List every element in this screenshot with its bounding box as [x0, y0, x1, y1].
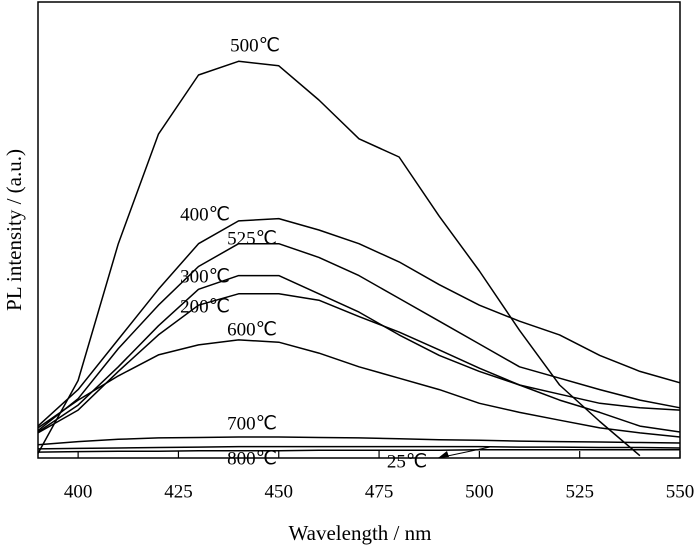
series-line	[37, 445, 681, 450]
x-axis-label: Wavelength / nm	[289, 521, 432, 545]
series-label: 400℃	[180, 204, 230, 225]
series-label: 525℃	[227, 228, 277, 249]
arrow-head	[438, 451, 449, 458]
x-tick-label: 500	[465, 481, 494, 502]
series-label: 500℃	[230, 35, 280, 56]
series-line	[37, 449, 680, 453]
series-label: 600℃	[227, 319, 277, 340]
series-line	[37, 274, 681, 433]
series-line	[37, 436, 681, 446]
y-axis-label: PL intensity / (a.u.)	[2, 149, 26, 311]
series-line	[37, 339, 681, 438]
series-label: 25℃	[387, 451, 427, 472]
series-line	[37, 242, 681, 432]
series-label: 700℃	[227, 413, 277, 434]
x-tick-label: 400	[64, 481, 93, 502]
series-label: 300℃	[180, 266, 230, 287]
series-label: 800℃	[227, 448, 277, 469]
series-line	[37, 60, 641, 457]
x-tick-label: 475	[365, 481, 394, 502]
series-line	[37, 293, 681, 434]
x-tick-label: 525	[565, 481, 594, 502]
x-tick-label: 450	[265, 481, 294, 502]
x-tick-label: 425	[164, 481, 193, 502]
series-label: 200℃	[180, 296, 230, 317]
x-tick-label: 550	[666, 481, 695, 502]
plot-frame	[37, 1, 681, 459]
series-line	[37, 217, 681, 427]
